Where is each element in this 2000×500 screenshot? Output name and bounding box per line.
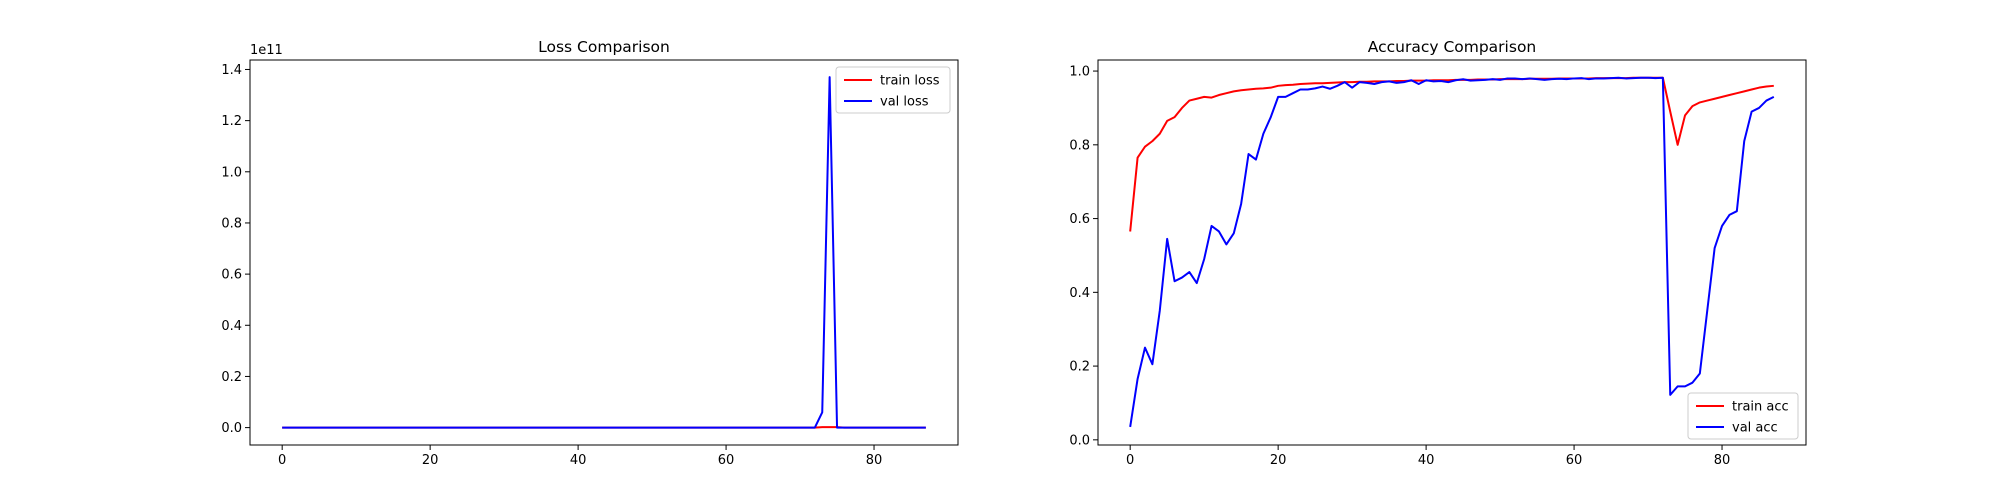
loss-x-tick-label-80: 80 — [866, 453, 883, 468]
accuracy-x-tick-label-40: 40 — [1418, 453, 1435, 468]
loss-x-tick-label-40: 40 — [570, 453, 587, 468]
loss-y-tick-label-1: 0.2 — [221, 370, 242, 385]
accuracy-y-tick-label-0: 0.0 — [1069, 433, 1090, 448]
accuracy-y-tick-label-4: 0.8 — [1069, 138, 1090, 153]
loss-y-tick-label-3: 0.6 — [221, 268, 242, 283]
loss-y-tick-label-5: 1.0 — [221, 165, 242, 180]
series-line-val-loss — [282, 76, 926, 429]
loss-y-tick-label-7: 1.4 — [221, 63, 242, 78]
loss-y-tick-label-0: 0.0 — [221, 421, 242, 436]
loss-y-tick-label-4: 0.8 — [221, 216, 242, 231]
loss-axis-ticks: 0 20 40 60 80 0.0 0.2 0.4 0.6 0.8 1.0 1.2 1.4 — [221, 63, 882, 468]
loss-series-lines — [282, 76, 926, 429]
accuracy-chart-panel: Accuracy Comparison 0 20 40 60 80 0.0 0.2 0.4 0.… — [1069, 38, 1807, 468]
accuracy-y-tick-label-1: 0.2 — [1069, 360, 1090, 375]
accuracy-x-tick-label-0: 0 — [1126, 453, 1134, 468]
accuracy-x-tick-label-80: 80 — [1714, 453, 1731, 468]
legend-label-train-acc: train acc — [1732, 400, 1789, 415]
accuracy-chart-title: Accuracy Comparison — [1368, 38, 1537, 56]
accuracy-legend: train acc val acc — [1687, 392, 1799, 440]
loss-y-offset-label: 1e11 — [250, 43, 283, 58]
loss-x-tick-label-0: 0 — [278, 453, 286, 468]
accuracy-y-tick-label-5: 1.0 — [1069, 65, 1090, 80]
accuracy-y-tick-label-2: 0.4 — [1069, 286, 1090, 301]
accuracy-x-tick-label-20: 20 — [1270, 453, 1287, 468]
loss-y-tick-label-6: 1.2 — [221, 114, 242, 129]
loss-legend: train loss val loss — [835, 66, 951, 114]
accuracy-axis-ticks: 0 20 40 60 80 0.0 0.2 0.4 0.6 0.8 1.0 — [1069, 65, 1730, 468]
accuracy-plot-frame — [1097, 59, 1807, 446]
loss-x-tick-label-20: 20 — [422, 453, 439, 468]
series-line-train-acc — [1129, 76, 1774, 232]
accuracy-series-lines — [1129, 76, 1775, 428]
loss-x-tick-label-60: 60 — [718, 453, 735, 468]
series-line-val-acc — [1129, 76, 1775, 428]
accuracy-x-tick-label-60: 60 — [1566, 453, 1583, 468]
loss-plot-frame — [249, 59, 959, 446]
legend-label-val-acc: val acc — [1732, 421, 1778, 436]
loss-chart-panel: Loss Comparison 1e11 0 20 40 60 800.00.20.40… — [221, 38, 959, 468]
accuracy-y-tick-label-3: 0.6 — [1069, 212, 1090, 227]
legend-label-train-loss: train loss — [880, 74, 940, 89]
legend-label-val-loss: val loss — [880, 95, 929, 110]
loss-y-tick-label-2: 0.4 — [221, 319, 242, 334]
loss-chart-title: Loss Comparison — [538, 38, 670, 56]
